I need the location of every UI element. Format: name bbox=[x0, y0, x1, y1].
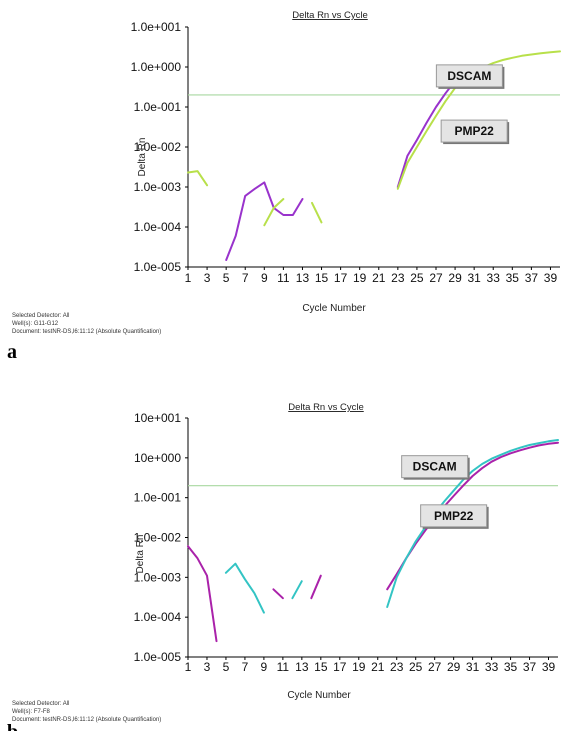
series-1-segment-1-a bbox=[263, 198, 285, 227]
chart-title-a: Delta Rn vs Cycle bbox=[292, 10, 368, 21]
y-tick-label: 1.0e-004 bbox=[134, 220, 182, 234]
y-tick-label: 10e+000 bbox=[134, 451, 181, 465]
series-1-segment-2-b bbox=[386, 439, 559, 608]
x-tick-label: 37 bbox=[523, 660, 537, 674]
series-1-segment-2-a bbox=[311, 201, 323, 224]
x-tick-label: 17 bbox=[333, 660, 347, 674]
x-tick-label: 21 bbox=[371, 660, 385, 674]
x-tick-label: 9 bbox=[261, 271, 268, 285]
x-axis-label-a: Cycle Number bbox=[302, 303, 366, 314]
callout-box bbox=[440, 119, 508, 143]
callout-box bbox=[435, 64, 503, 88]
y-tick-label: 1.0e-001 bbox=[134, 100, 182, 114]
x-tick-label: 31 bbox=[467, 271, 481, 285]
x-tick-label: 13 bbox=[296, 271, 310, 285]
x-tick-label: 25 bbox=[410, 271, 424, 285]
x-tick-label: 29 bbox=[448, 271, 462, 285]
x-tick-label: 29 bbox=[447, 660, 461, 674]
x-tick-label: 35 bbox=[504, 660, 518, 674]
y-tick-label: 1.0e-001 bbox=[134, 491, 182, 505]
footer-line-2: Document: testNR-DS,l6:11:12 (Absolute Q… bbox=[12, 329, 161, 335]
callout-label-dscam: DSCAM bbox=[447, 69, 491, 83]
footer-line-1: Well(s): G11-G12 bbox=[12, 321, 59, 327]
panel-letter-a: a bbox=[7, 341, 17, 363]
x-axis-label-b: Cycle Number bbox=[287, 690, 351, 701]
y-tick-label: 1.0e-003 bbox=[134, 570, 182, 584]
y-axis-label-b: Delta Rn bbox=[135, 535, 146, 574]
x-tick-label: 17 bbox=[334, 271, 348, 285]
series-0-segment-2-b bbox=[310, 574, 322, 600]
series-0-segment-3-b bbox=[386, 441, 559, 591]
x-tick-label: 23 bbox=[390, 660, 404, 674]
x-tick-label: 35 bbox=[506, 271, 520, 285]
x-tick-label: 1 bbox=[185, 660, 192, 674]
footer-line-1: Well(s): F7-F8 bbox=[12, 709, 51, 715]
x-tick-label: 5 bbox=[223, 271, 230, 285]
callout-label-pmp22: PMP22 bbox=[454, 124, 494, 138]
panel-letter-b: b bbox=[7, 721, 18, 731]
footer-line-0: Selected Detector: All bbox=[12, 701, 69, 707]
x-tick-label: 39 bbox=[542, 660, 556, 674]
x-tick-label: 19 bbox=[352, 660, 366, 674]
x-tick-label: 25 bbox=[409, 660, 423, 674]
x-tick-label: 9 bbox=[261, 660, 268, 674]
x-tick-label: 27 bbox=[429, 271, 443, 285]
x-tick-label: 7 bbox=[242, 271, 249, 285]
x-tick-label: 7 bbox=[242, 660, 249, 674]
series-0-segment-0-b bbox=[187, 545, 218, 643]
series-0-segment-0-a bbox=[225, 181, 304, 261]
x-tick-label: 27 bbox=[428, 660, 442, 674]
x-tick-label: 39 bbox=[544, 271, 558, 285]
x-tick-label: 23 bbox=[391, 271, 405, 285]
callout-label-pmp22: PMP22 bbox=[434, 509, 474, 523]
y-tick-label: 1.0e-002 bbox=[134, 531, 182, 545]
x-tick-label: 33 bbox=[487, 271, 501, 285]
x-tick-label: 13 bbox=[295, 660, 309, 674]
x-tick-label: 3 bbox=[204, 271, 211, 285]
footer-line-0: Selected Detector: All bbox=[12, 313, 69, 319]
x-tick-label: 33 bbox=[485, 660, 499, 674]
y-tick-label: 1.0e-005 bbox=[134, 650, 182, 664]
x-tick-label: 15 bbox=[314, 660, 328, 674]
x-tick-label: 5 bbox=[223, 660, 230, 674]
y-tick-label: 1.0e-005 bbox=[134, 260, 182, 274]
series-1-segment-0-a bbox=[187, 170, 209, 187]
x-tick-label: 11 bbox=[277, 271, 290, 285]
y-tick-label: 1.0e-002 bbox=[134, 140, 182, 154]
callout-box bbox=[401, 455, 469, 479]
x-tick-label: 15 bbox=[315, 271, 329, 285]
y-tick-label: 1.0e+000 bbox=[131, 60, 182, 74]
y-tick-label: 1.0e+001 bbox=[131, 20, 182, 34]
x-tick-label: 31 bbox=[466, 660, 480, 674]
series-1-segment-1-b bbox=[291, 580, 303, 600]
callout-box bbox=[420, 504, 488, 528]
series-1-segment-0-b bbox=[224, 562, 265, 614]
x-tick-label: 19 bbox=[353, 271, 367, 285]
y-tick-label: 1.0e-003 bbox=[134, 180, 182, 194]
footer-line-2: Document: testNR-DS,l6:11:12 (Absolute Q… bbox=[12, 717, 161, 723]
x-tick-label: 3 bbox=[204, 660, 211, 674]
callout-label-dscam: DSCAM bbox=[413, 460, 457, 474]
series-0-segment-1-b bbox=[272, 588, 284, 600]
x-tick-label: 37 bbox=[525, 271, 539, 285]
x-tick-label: 1 bbox=[185, 271, 192, 285]
y-tick-label: 10e+001 bbox=[134, 411, 181, 425]
x-tick-label: 21 bbox=[372, 271, 386, 285]
x-tick-label: 11 bbox=[277, 660, 290, 674]
y-tick-label: 1.0e-004 bbox=[134, 610, 182, 624]
y-axis-label-a: Delta Rn bbox=[137, 138, 148, 177]
chart-title-b: Delta Rn vs Cycle bbox=[288, 402, 364, 413]
